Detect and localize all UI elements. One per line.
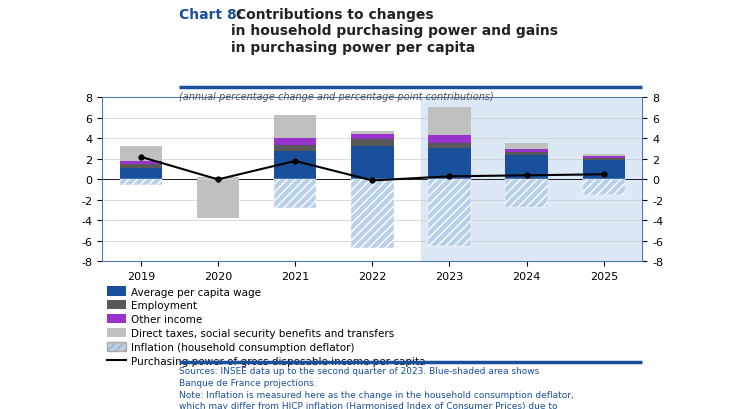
Bar bbox=[583, 160, 625, 180]
Bar bbox=[583, 154, 625, 156]
Bar bbox=[120, 164, 162, 169]
Bar bbox=[274, 151, 316, 180]
Bar bbox=[351, 132, 393, 135]
Bar bbox=[505, 149, 548, 152]
Bar bbox=[429, 136, 471, 143]
Bar bbox=[429, 180, 471, 246]
Text: (annual percentage change and percentage point contributions): (annual percentage change and percentage… bbox=[179, 92, 493, 102]
Bar bbox=[351, 135, 393, 140]
Bar bbox=[120, 180, 162, 185]
Bar bbox=[505, 155, 548, 180]
Bar bbox=[583, 156, 625, 158]
Bar bbox=[196, 178, 239, 219]
Bar bbox=[505, 180, 548, 208]
Bar bbox=[505, 143, 548, 149]
Bar bbox=[274, 139, 316, 145]
Bar bbox=[274, 180, 316, 209]
Bar bbox=[120, 169, 162, 180]
Bar bbox=[429, 143, 471, 148]
Bar bbox=[351, 140, 393, 146]
Bar bbox=[505, 152, 548, 155]
Bar bbox=[429, 107, 471, 136]
Bar bbox=[420, 98, 648, 262]
Bar bbox=[120, 162, 162, 164]
Bar bbox=[351, 146, 393, 180]
Bar bbox=[351, 180, 393, 249]
Text: Sources: INSEE data up to the second quarter of 2023. Blue-shaded area shows
Ban: Sources: INSEE data up to the second qua… bbox=[179, 366, 574, 409]
Legend: Average per capita wage, Employment, Other income, Direct taxes, social security: Average per capita wage, Employment, Oth… bbox=[107, 287, 426, 366]
Bar bbox=[583, 159, 625, 160]
Bar bbox=[120, 146, 162, 162]
Bar bbox=[274, 145, 316, 151]
Bar bbox=[583, 180, 625, 196]
Bar bbox=[196, 216, 239, 219]
Text: Chart 8:: Chart 8: bbox=[179, 8, 242, 22]
Bar bbox=[196, 180, 239, 216]
Text: Contributions to changes
in household purchasing power and gains
in purchasing p: Contributions to changes in household pu… bbox=[231, 8, 558, 54]
Bar bbox=[274, 115, 316, 139]
Bar bbox=[429, 148, 471, 180]
